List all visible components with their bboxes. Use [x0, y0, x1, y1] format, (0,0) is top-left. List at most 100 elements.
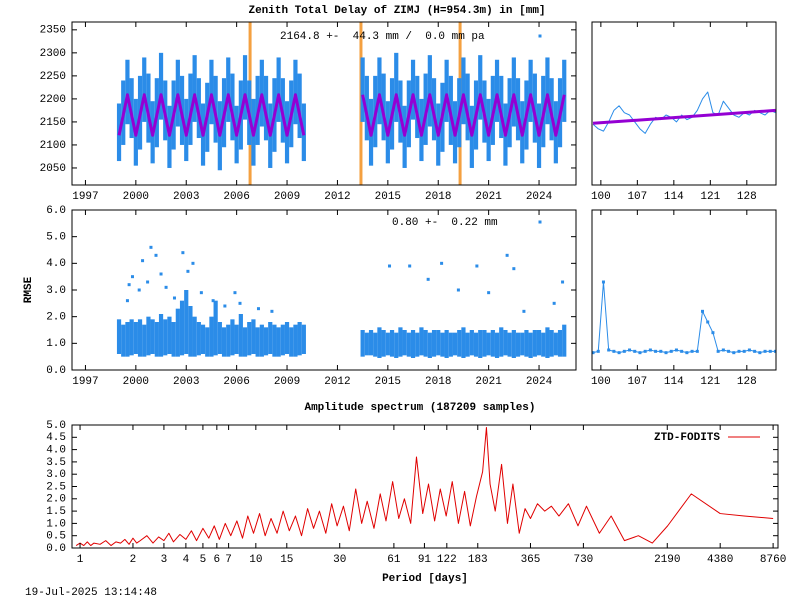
data-point	[141, 259, 145, 263]
annotation: 0.80 +- 0.22 mm	[392, 217, 498, 229]
range-bar	[524, 330, 529, 357]
range-bar	[381, 73, 386, 141]
data-point	[191, 261, 195, 265]
range-bar	[377, 327, 382, 358]
data-point	[125, 299, 129, 303]
data-point	[130, 275, 134, 279]
range-bar	[175, 308, 180, 357]
x-tick-label: 2018	[425, 376, 451, 388]
range-bar	[171, 322, 176, 357]
data-point	[522, 309, 526, 313]
range-bar	[364, 332, 369, 356]
range-bar	[461, 57, 466, 125]
range-bar	[297, 322, 302, 356]
range-bar	[154, 322, 159, 357]
y-tick-label: 0.0	[46, 365, 66, 377]
range-bar	[394, 52, 399, 122]
x-tick-label: 8760	[760, 554, 786, 566]
plot-frame	[591, 21, 777, 186]
range-bar	[381, 330, 386, 357]
data-point	[753, 349, 757, 353]
range-bar	[368, 330, 374, 356]
range-bar	[452, 332, 458, 356]
range-bar	[398, 327, 403, 357]
key-marker	[538, 34, 542, 38]
y-tick-label: 2.0	[46, 494, 66, 506]
range-bar	[410, 59, 416, 120]
range-bar	[515, 332, 521, 357]
range-bar	[125, 59, 130, 125]
data-point	[690, 349, 694, 353]
range-bar	[158, 52, 164, 120]
annotation: 2164.8 +- 44.3 mm / 0.0 mm pa	[280, 31, 485, 43]
x-tick-label: 2003	[173, 191, 199, 203]
data-point	[727, 349, 731, 353]
data-point	[706, 320, 710, 324]
range-bar	[205, 327, 210, 357]
x-tick-label: 4	[183, 554, 190, 566]
legend-label: ZTD-FODITS	[654, 432, 720, 444]
x-tick-label: 91	[418, 554, 432, 566]
plot-frame	[71, 21, 577, 186]
data-point	[172, 296, 176, 300]
range-bar	[448, 332, 453, 357]
range-bar	[562, 59, 567, 122]
data-point	[186, 269, 190, 273]
data-point	[154, 253, 158, 257]
range-bar	[503, 330, 508, 356]
range-bar	[427, 55, 432, 127]
x-tick-label: 2006	[223, 191, 249, 203]
y-tick-label: 4.0	[46, 258, 66, 270]
y-tick-label: 1.5	[46, 506, 66, 518]
x-tick-label: 2000	[123, 376, 149, 388]
y-tick-label: 0.0	[46, 543, 66, 555]
data-point	[648, 348, 652, 352]
x-tick-label: 30	[333, 554, 346, 566]
data-point	[654, 349, 658, 353]
data-point	[643, 349, 647, 353]
range-bar	[213, 300, 218, 356]
data-point	[238, 301, 242, 305]
range-bar	[444, 330, 449, 358]
range-bar	[167, 316, 172, 354]
y-tick-label: 2.5	[46, 481, 66, 493]
data-point	[149, 245, 153, 249]
x-tick-label: 1997	[72, 376, 98, 388]
data-point	[633, 349, 637, 353]
range-bar	[373, 332, 378, 357]
data-point	[669, 349, 673, 353]
range-bar	[436, 330, 441, 356]
plot-area	[592, 280, 776, 355]
range-bar	[259, 324, 264, 357]
range-bar	[499, 327, 504, 357]
data-point	[659, 349, 663, 353]
range-bar	[280, 324, 285, 356]
range-bar	[163, 319, 168, 356]
data-point	[601, 280, 605, 284]
range-bar	[415, 75, 420, 139]
x-tick-label: 15	[280, 554, 293, 566]
range-bar	[402, 105, 407, 168]
range-bar	[209, 316, 214, 357]
range-bar	[179, 300, 185, 356]
range-bar	[536, 330, 542, 356]
key-marker	[538, 220, 542, 224]
x-axis-label: Period [days]	[382, 573, 468, 585]
range-bar	[427, 332, 432, 358]
range-bar	[377, 57, 382, 125]
range-bar	[528, 59, 533, 122]
x-tick-label: 2021	[475, 191, 502, 203]
range-bar	[217, 322, 222, 354]
range-bar	[457, 330, 462, 357]
x-tick-label: 2190	[654, 554, 680, 566]
range-bar	[499, 75, 504, 139]
plot-area	[592, 91, 776, 134]
range-bar	[247, 322, 252, 356]
range-bar	[549, 330, 554, 357]
x-tick-label: 107	[627, 376, 647, 388]
plot-area	[116, 245, 567, 358]
range-bar	[121, 324, 126, 357]
range-bar	[272, 324, 277, 357]
range-bar	[268, 322, 273, 354]
